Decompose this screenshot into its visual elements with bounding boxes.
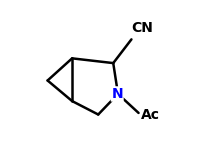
Text: N: N — [111, 87, 123, 101]
Text: CN: CN — [131, 21, 153, 35]
Text: N: N — [111, 87, 123, 101]
Text: Ac: Ac — [141, 108, 160, 122]
